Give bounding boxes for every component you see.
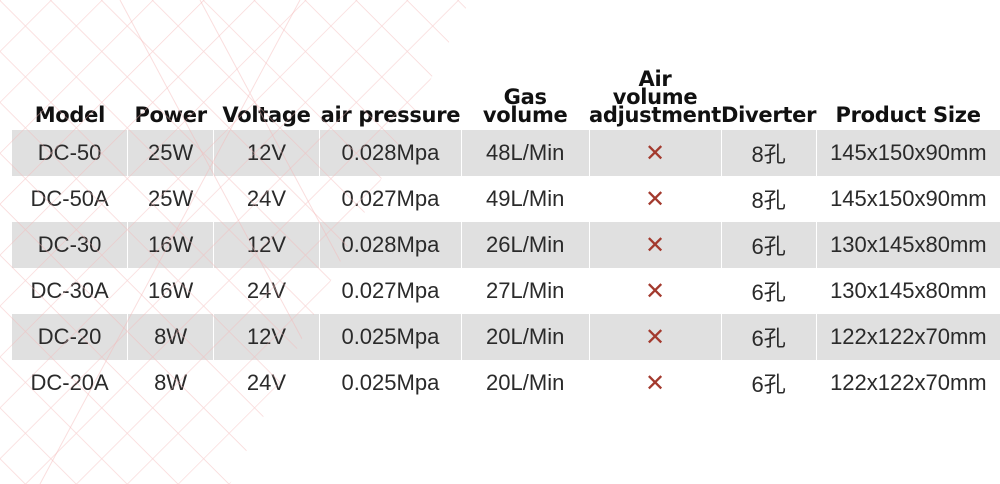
cell-model: DC-50A	[30, 186, 109, 211]
header-voltage: Voltage	[222, 103, 311, 127]
cell-air-adjust: ✕	[588, 222, 722, 268]
cell-air-pressure: 0.028Mpa	[318, 222, 462, 268]
cell-model: DC-30	[12, 222, 128, 268]
cell-gas-volume: 27L/Min	[460, 268, 589, 314]
header-power: Power	[134, 103, 207, 127]
cell-diverter: 6孔	[720, 222, 817, 268]
cross-icon: ✕	[644, 139, 666, 167]
table-row: DC-20A 8W 24V 0.025Mpa 20L/Min ✕ 6孔 122x…	[12, 360, 1000, 406]
cell-air-pressure: 0.025Mpa	[318, 314, 462, 360]
cell-air-adjust: ✕	[588, 360, 722, 406]
cell-voltage: 24V	[213, 360, 320, 406]
cell-air-pressure: 0.028Mpa	[318, 130, 462, 176]
cell-gas-volume: 20L/Min	[460, 360, 589, 406]
cell-product-size: 145x150x90mm	[815, 130, 1000, 176]
cell-power: 16W	[127, 268, 214, 314]
cell-air-adjust: ✕	[588, 176, 722, 222]
cell-power: 8W	[127, 360, 214, 406]
cell-air-adjust: ✕	[588, 268, 722, 314]
cell-voltage: 24V	[213, 268, 320, 314]
cross-icon: ✕	[644, 185, 666, 213]
cell-diverter: 6孔	[720, 268, 817, 314]
cell-gas-volume: 48L/Min	[460, 130, 589, 176]
cell-power: 25W	[127, 176, 214, 222]
cell-diverter: 6孔	[720, 314, 817, 360]
cell-gas-volume: 49L/Min	[460, 176, 589, 222]
cell-power: 8W	[127, 314, 214, 360]
cell-diverter: 6孔	[720, 360, 817, 406]
cell-air-pressure: 0.027Mpa	[318, 268, 462, 314]
table-row: DC-30A 16W 24V 0.027Mpa 27L/Min ✕ 6孔 130…	[12, 268, 1000, 314]
cross-icon: ✕	[644, 323, 666, 351]
cell-air-adjust: ✕	[588, 130, 722, 176]
cell-voltage: 12V	[213, 130, 320, 176]
cell-air-adjust: ✕	[588, 314, 722, 360]
cell-voltage: 12V	[213, 222, 320, 268]
cell-product-size: 122x122x70mm	[815, 360, 1000, 406]
cell-power: 25W	[127, 130, 214, 176]
cell-gas-volume: 20L/Min	[460, 314, 589, 360]
cross-icon: ✕	[644, 231, 666, 259]
header-air-pressure: air pressure	[320, 103, 461, 127]
header-model: Model	[34, 103, 106, 127]
header-diverter: Diverter	[721, 103, 817, 127]
cell-model: DC-50	[12, 130, 128, 176]
product-spec-table: Model Power Voltage air pressure Gas volu…	[12, 64, 1000, 406]
header-gas-volume: Gas volume	[482, 85, 568, 127]
cell-voltage: 24V	[213, 176, 320, 222]
cell-diverter: 8孔	[720, 176, 817, 222]
table-header-row: Model Power Voltage air pressure Gas volu…	[12, 64, 1000, 130]
cell-model: DC-30A	[30, 278, 109, 303]
cross-icon: ✕	[644, 369, 666, 397]
cell-product-size: 145x150x90mm	[815, 176, 1000, 222]
table-row: DC-50 25W 12V 0.028Mpa 48L/Min ✕ 8孔 145x…	[12, 130, 1000, 176]
cell-model: DC-20	[12, 314, 128, 360]
cross-icon: ✕	[644, 277, 666, 305]
table-row: DC-30 16W 12V 0.028Mpa 26L/Min ✕ 6孔 130x…	[12, 222, 1000, 268]
cell-gas-volume: 26L/Min	[460, 222, 589, 268]
cell-model: DC-20A	[30, 370, 109, 395]
header-product-size: Product Size	[835, 103, 981, 127]
header-air-volume-adjustment: Air volume adjustment	[589, 67, 722, 127]
cell-air-pressure: 0.025Mpa	[318, 360, 462, 406]
cell-product-size: 130x145x80mm	[815, 268, 1000, 314]
cell-product-size: 130x145x80mm	[815, 222, 1000, 268]
table-row: DC-50A 25W 24V 0.027Mpa 49L/Min ✕ 8孔 145…	[12, 176, 1000, 222]
cell-voltage: 12V	[213, 314, 320, 360]
cell-power: 16W	[127, 222, 214, 268]
cell-air-pressure: 0.027Mpa	[318, 176, 462, 222]
table-row: DC-20 8W 12V 0.025Mpa 20L/Min ✕ 6孔 122x1…	[12, 314, 1000, 360]
cell-product-size: 122x122x70mm	[815, 314, 1000, 360]
cell-diverter: 8孔	[720, 130, 817, 176]
